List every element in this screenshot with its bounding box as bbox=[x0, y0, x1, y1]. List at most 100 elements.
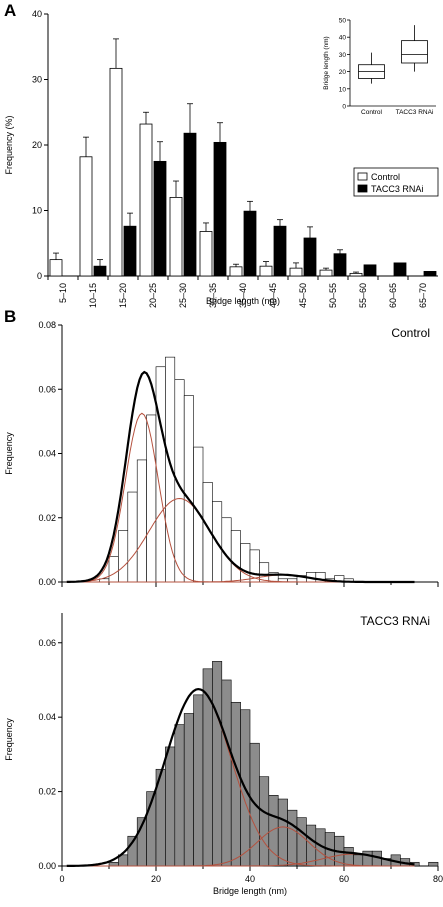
b-tacc3-y-axis-label: Frequency bbox=[4, 718, 14, 761]
a-x-tick-label: 65–70 bbox=[418, 283, 428, 308]
b-tacc3-hist-bar bbox=[259, 776, 270, 867]
a-y-tick-label: 20 bbox=[32, 140, 42, 150]
inset-y-tick-label: 30 bbox=[339, 52, 347, 59]
panel-label-b: B bbox=[4, 307, 16, 326]
inset-x-tick-label: Control bbox=[361, 109, 383, 116]
b-control-hist-bar bbox=[136, 459, 147, 583]
b-tacc3-hist-bar bbox=[353, 854, 364, 867]
a-bar-control bbox=[259, 265, 273, 277]
a-bar-tacc3 bbox=[243, 210, 257, 277]
inset-y-tick-label: 20 bbox=[339, 69, 347, 76]
inset-x-tick-label: TACC3 RNAi bbox=[396, 109, 434, 116]
b-tacc3-x-tick-label: 0 bbox=[59, 874, 64, 884]
a-y-tick-label: 40 bbox=[32, 9, 42, 19]
a-x-tick-label: 30–35 bbox=[208, 283, 218, 308]
a-bar-control bbox=[289, 267, 303, 277]
a-x-axis-label: Bridge length (nm) bbox=[206, 296, 280, 306]
inset-y-tick-label: 40 bbox=[339, 35, 347, 42]
panel-a-chart: 0 10 20 30 40 Frequency (%) 5–10 10–15 15–20 20–2… bbox=[4, 9, 439, 308]
a-bar-control bbox=[79, 156, 93, 277]
a-x-tick-label: 25–30 bbox=[178, 283, 188, 308]
b-control-y-tick-label: 0.02 bbox=[38, 513, 56, 523]
a-bar-tacc3 bbox=[423, 271, 437, 277]
a-bar-tacc3 bbox=[123, 225, 137, 277]
b-tacc3-y-tick-label: 0.00 bbox=[38, 861, 56, 871]
a-bar-tacc3 bbox=[213, 141, 227, 277]
a-bar-control bbox=[139, 123, 153, 277]
a-bar-tacc3 bbox=[303, 237, 317, 277]
b-tacc3-y-tick-label: 0.02 bbox=[38, 787, 56, 797]
a-bar-control bbox=[229, 266, 243, 277]
b-control-hist-bar bbox=[118, 530, 129, 583]
b-control-hist-bar bbox=[183, 395, 194, 583]
a-bar-tacc3 bbox=[183, 132, 197, 277]
panel-b-tacc3-chart: 0.00 0.02 0.04 0.06 0 20 40 60 80 Bridge length (… bbox=[4, 613, 443, 896]
b-tacc3-hist-bar bbox=[202, 668, 213, 867]
a-bar-tacc3 bbox=[273, 225, 287, 277]
a-x-tick-label: 45–50 bbox=[298, 283, 308, 308]
b-control-fit-total bbox=[66, 370, 415, 584]
b-tacc3-x-tick-label: 40 bbox=[245, 874, 255, 884]
a-x-tick-label: 35–40 bbox=[238, 283, 248, 308]
b-tacc3-hist-bar bbox=[306, 824, 317, 867]
b-control-y-tick-label: 0.06 bbox=[38, 384, 56, 394]
b-tacc3-x-axis-label: Bridge length (nm) bbox=[213, 886, 287, 896]
panel-label-a: A bbox=[4, 1, 16, 20]
b-tacc3-x-tick-label: 80 bbox=[433, 874, 443, 884]
b-tacc3-hist-bar bbox=[193, 694, 204, 867]
b-control-hist-bar bbox=[230, 530, 241, 583]
a-bar-tacc3 bbox=[333, 253, 347, 277]
b-tacc3-hist-bar bbox=[428, 861, 439, 867]
panel-b-control-chart: 0.00 0.02 0.04 0.06 0.08 Frequency Control bbox=[4, 320, 439, 587]
a-x-tick-label: 10–15 bbox=[88, 283, 98, 308]
a-legend-box bbox=[353, 167, 439, 197]
inset-box bbox=[401, 40, 428, 64]
a-x-tick-label: 50–55 bbox=[328, 283, 338, 308]
b-tacc3-x-tick-label: 60 bbox=[339, 874, 349, 884]
a-x-tick-label: 15–20 bbox=[118, 283, 128, 308]
a-y-tick-label: 10 bbox=[32, 206, 42, 216]
b-tacc3-fit-component bbox=[66, 826, 415, 867]
b-tacc3-hist-bar bbox=[343, 847, 354, 867]
a-bar-control bbox=[199, 231, 213, 277]
b-tacc3-y-tick-label: 0.04 bbox=[38, 712, 56, 722]
b-tacc3-hist-bar bbox=[108, 861, 119, 867]
b-tacc3-hist-bar bbox=[287, 809, 298, 867]
a-y-tick-label: 30 bbox=[32, 75, 42, 85]
b-tacc3-hist-bar bbox=[212, 661, 223, 867]
a-x-tick-label: 20–25 bbox=[148, 283, 158, 308]
a-bar-tacc3 bbox=[363, 264, 377, 277]
a-x-tick-label: 5–10 bbox=[58, 283, 68, 303]
a-bar-control bbox=[349, 272, 363, 277]
b-tacc3-hist-bar bbox=[174, 724, 185, 867]
a-bar-control bbox=[319, 269, 333, 277]
b-control-y-tick-label: 0.08 bbox=[38, 320, 56, 330]
b-control-hist-bar bbox=[127, 491, 138, 583]
a-bar-control bbox=[49, 259, 63, 277]
a-x-tick-label: 40–45 bbox=[268, 283, 278, 308]
b-control-hist-bar bbox=[165, 356, 176, 583]
b-control-hist-bar bbox=[108, 555, 119, 583]
b-tacc3-fit-total bbox=[66, 687, 415, 867]
a-y-axis-label: Frequency (%) bbox=[4, 115, 14, 174]
b-tacc3-hist-bar bbox=[277, 798, 288, 867]
b-control-y-tick-label: 0.00 bbox=[38, 577, 56, 587]
a-legend-swatch bbox=[357, 184, 368, 193]
a-bar-tacc3 bbox=[393, 262, 407, 277]
inset-y-tick-label: 10 bbox=[339, 86, 347, 93]
a-legend-label: TACC3 RNAi bbox=[371, 184, 423, 194]
b-tacc3-annotation: TACC3 RNAi bbox=[360, 614, 430, 628]
b-tacc3-hist-bar bbox=[221, 679, 232, 867]
a-legend-label: Control bbox=[371, 172, 400, 182]
a-bar-tacc3 bbox=[153, 160, 167, 277]
b-control-hist-bar bbox=[193, 446, 204, 583]
b-tacc3-hist-bar bbox=[362, 850, 373, 867]
a-bar-tacc3 bbox=[93, 265, 107, 277]
b-tacc3-hist-bar bbox=[183, 713, 194, 867]
inset-y-axis-label: Bridge length (nm) bbox=[323, 36, 330, 89]
a-x-tick-label: 60–65 bbox=[388, 283, 398, 308]
b-control-y-axis-label: Frequency bbox=[4, 432, 14, 475]
a-x-tick-label: 55–60 bbox=[358, 283, 368, 308]
a-bar-control bbox=[109, 67, 123, 277]
